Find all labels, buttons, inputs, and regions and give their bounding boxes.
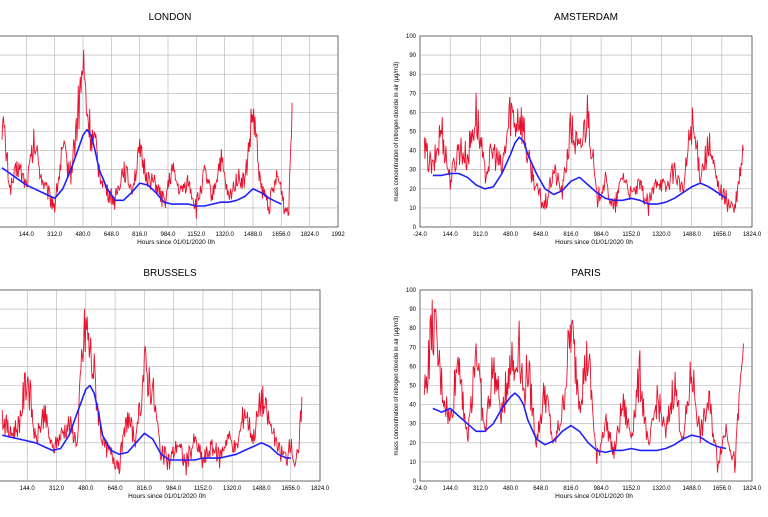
amsterdam-y-axis-label: mass concentration of nitrogen dioxide i… xyxy=(394,62,400,202)
london-x-tick-label: 816.0 xyxy=(132,232,148,238)
paris-x-tick-label: 480.0 xyxy=(503,486,519,492)
amsterdam-title: AMSTERDAM xyxy=(554,12,618,23)
paris-hourly-series-line xyxy=(423,299,744,473)
amsterdam-x-tick-label: -24.0 xyxy=(413,232,427,238)
amsterdam-x-tick-label: 480.0 xyxy=(503,232,519,238)
amsterdam-x-tick-label: 1320.0 xyxy=(652,232,671,238)
london-x-tick-label: 1992 xyxy=(331,232,345,238)
brussels-panel: BRUSSELS 144.0 312.0 480.0 648.0 816.0 984.0 11… xyxy=(0,268,330,500)
amsterdam-y-tick-label: 80 xyxy=(409,72,416,78)
london-x-tick-label: 648.0 xyxy=(104,232,120,238)
london-x-tick-label: 1320.0 xyxy=(215,232,234,238)
amsterdam-x-axis-label: Hours since 01/01/2020 0h xyxy=(555,239,633,246)
amsterdam-x-tick-label: 816.0 xyxy=(563,232,579,238)
paris-y-tick-label: 0 xyxy=(413,479,417,485)
amsterdam-y-tick-label: 90 xyxy=(409,53,416,59)
paris-x-tick-label: 816.0 xyxy=(563,486,579,492)
paris-y-tick-label: 90 xyxy=(409,307,416,313)
amsterdam-x-tick-label: 1488.0 xyxy=(682,232,701,238)
amsterdam-hourly-series-line xyxy=(423,92,744,216)
brussels-title: BRUSSELS xyxy=(143,268,197,279)
brussels-x-tick-label: 312.0 xyxy=(49,486,65,492)
paris-smoothed-series-line xyxy=(432,392,727,454)
paris-x-tick-label: 1320.0 xyxy=(652,486,671,492)
brussels-x-tick-label: 480.0 xyxy=(78,486,94,492)
paris-y-tick-label: 60 xyxy=(409,364,416,370)
paris-y-tick-label: 20 xyxy=(409,441,416,447)
london-x-tick-label: 312.0 xyxy=(47,232,63,238)
paris-x-axis-label: Hours since 01/01/2020 0h xyxy=(555,493,633,500)
amsterdam-y-tick-label: 20 xyxy=(409,187,416,193)
paris-y-tick-label: 50 xyxy=(409,384,416,390)
amsterdam-y-tick-label: 40 xyxy=(409,149,416,155)
paris-y-tick-label: 70 xyxy=(409,345,416,351)
paris-y-axis-label: mass concentration of nitrogen dioxide i… xyxy=(394,316,400,456)
paris-x-tick-label: 144.0 xyxy=(443,486,459,492)
brussels-x-tick-label: 648.0 xyxy=(108,486,124,492)
paris-x-tick-label: 648.0 xyxy=(533,486,549,492)
amsterdam-y-tick-label: 100 xyxy=(406,34,417,40)
london-x-tick-label: 1152.0 xyxy=(187,232,206,238)
brussels-x-tick-label: 984.0 xyxy=(166,486,182,492)
brussels-x-tick-label: 1656.0 xyxy=(282,486,301,492)
amsterdam-smoothed-series-line xyxy=(432,136,727,205)
paris-x-tick-label: 1656.0 xyxy=(713,486,732,492)
paris-x-tick-label: -24.0 xyxy=(413,486,427,492)
paris-panel: PARIS -24.0 144.0 312.0 480.0 648.0 816.0 984.0… xyxy=(394,268,762,500)
amsterdam-y-tick-label: 60 xyxy=(409,110,416,116)
amsterdam-x-tick-label: 1656.0 xyxy=(713,232,732,238)
amsterdam-y-tick-label: 0 xyxy=(413,225,417,231)
london-x-tick-label: 1656.0 xyxy=(272,232,291,238)
london-title: LONDON xyxy=(149,12,192,23)
london-x-tick-label: 480.0 xyxy=(75,232,91,238)
paris-y-tick-label: 40 xyxy=(409,403,416,409)
amsterdam-y-tick-label: 70 xyxy=(409,91,416,97)
brussels-hourly-series-line xyxy=(1,308,303,476)
paris-title: PARIS xyxy=(571,268,601,279)
amsterdam-panel: AMSTERDAM -24.0 144.0 312.0 480.0 648.0 816.0 9… xyxy=(394,12,762,246)
amsterdam-x-tick-label: 1824.0 xyxy=(743,232,762,238)
brussels-x-tick-label: 1152.0 xyxy=(194,486,213,492)
brussels-x-tick-label: 1320.0 xyxy=(223,486,242,492)
amsterdam-x-tick-label: 1152.0 xyxy=(622,232,641,238)
amsterdam-x-tick-label: 648.0 xyxy=(533,232,549,238)
brussels-x-axis-label: Hours since 01/01/2020 0h xyxy=(128,493,206,500)
paris-x-tick-label: 984.0 xyxy=(594,486,610,492)
paris-x-tick-label: 1824.0 xyxy=(743,486,762,492)
london-x-tick-label: 1488.0 xyxy=(244,232,263,238)
amsterdam-x-tick-label: 312.0 xyxy=(473,232,489,238)
paris-x-tick-label: 1152.0 xyxy=(622,486,641,492)
amsterdam-y-tick-label: 30 xyxy=(409,168,416,174)
amsterdam-x-tick-label: 144.0 xyxy=(443,232,459,238)
brussels-x-tick-label: 1824.0 xyxy=(311,486,330,492)
london-x-tick-label: 984.0 xyxy=(160,232,176,238)
brussels-x-tick-label: 144.0 xyxy=(20,486,36,492)
london-x-axis-label: Hours since 01/01/2020 0h xyxy=(137,239,215,246)
amsterdam-y-tick-label: 10 xyxy=(409,206,416,212)
paris-y-tick-label: 30 xyxy=(409,422,416,428)
paris-y-tick-label: 10 xyxy=(409,460,416,466)
amsterdam-y-tick-label: 50 xyxy=(409,130,416,136)
paris-x-tick-label: 312.0 xyxy=(473,486,489,492)
paris-x-tick-label: 1488.0 xyxy=(682,486,701,492)
london-x-tick-label: 1824.0 xyxy=(300,232,319,238)
paris-y-tick-label: 80 xyxy=(409,326,416,332)
amsterdam-x-tick-label: 984.0 xyxy=(594,232,610,238)
brussels-x-tick-label: 1488.0 xyxy=(252,486,271,492)
brussels-smoothed-series-line xyxy=(2,384,291,461)
london-panel: LONDON 144.0 312.0 480.0 648.0 816.0 984.0 1152… xyxy=(0,12,345,246)
brussels-x-tick-label: 816.0 xyxy=(137,486,153,492)
london-smoothed-series-line xyxy=(1,128,282,207)
paris-y-tick-label: 100 xyxy=(406,288,417,294)
london-x-tick-label: 144.0 xyxy=(19,232,35,238)
